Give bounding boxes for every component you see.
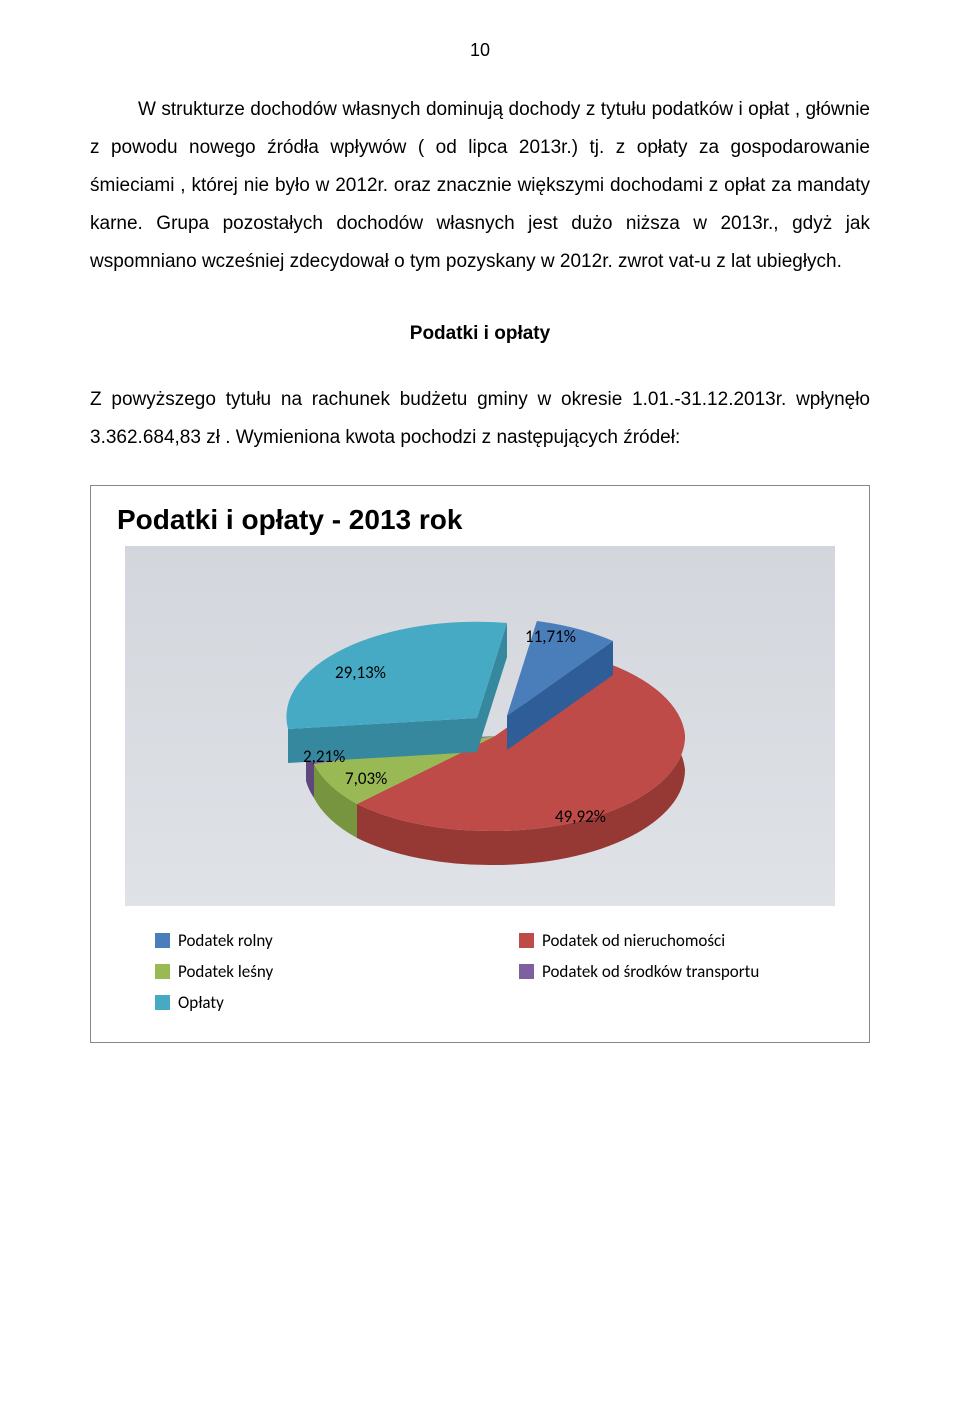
paragraph-2: Z powyższego tytułu na rachunek budżetu … bbox=[90, 381, 870, 457]
pie-chart: 11,71% 49,92% 7,03% 2,21% 29,13% bbox=[125, 546, 835, 906]
chart-legend: Podatek rolny Podatek od nieruchomości P… bbox=[107, 930, 853, 1013]
page-number: 10 bbox=[90, 40, 870, 61]
legend-item-lesny: Podatek leśny bbox=[155, 961, 489, 982]
chart-container: Podatki i opłaty - 2013 rok bbox=[90, 485, 870, 1043]
legend-label: Opłaty bbox=[178, 992, 224, 1013]
pct-label-nieruchomosci: 49,92% bbox=[555, 806, 606, 827]
swatch-icon bbox=[155, 933, 170, 948]
legend-item-rolny: Podatek rolny bbox=[155, 930, 489, 951]
paragraph-1: W strukturze dochodów własnych dominują … bbox=[90, 91, 870, 281]
pct-label-lesny: 7,03% bbox=[345, 768, 387, 789]
legend-label: Podatek rolny bbox=[178, 930, 273, 951]
legend-label: Podatek leśny bbox=[178, 961, 273, 982]
swatch-icon bbox=[155, 995, 170, 1010]
legend-item-transport: Podatek od środków transportu bbox=[519, 961, 853, 982]
legend-label: Podatek od nieruchomości bbox=[542, 930, 725, 951]
swatch-icon bbox=[155, 964, 170, 979]
chart-title: Podatki i opłaty - 2013 rok bbox=[117, 504, 853, 536]
body-text: W strukturze dochodów własnych dominują … bbox=[90, 91, 870, 457]
legend-item-oplaty: Opłaty bbox=[155, 992, 489, 1013]
pie-slice-oplaty bbox=[286, 622, 507, 729]
pct-label-transport: 2,21% bbox=[303, 746, 345, 767]
legend-item-nieruchomosci: Podatek od nieruchomości bbox=[519, 930, 853, 951]
pct-label-oplaty: 29,13% bbox=[335, 662, 386, 683]
pct-label-rolny: 11,71% bbox=[525, 626, 576, 647]
swatch-icon bbox=[519, 964, 534, 979]
legend-label: Podatek od środków transportu bbox=[542, 961, 759, 982]
swatch-icon bbox=[519, 933, 534, 948]
section-heading: Podatki i opłaty bbox=[90, 315, 870, 353]
